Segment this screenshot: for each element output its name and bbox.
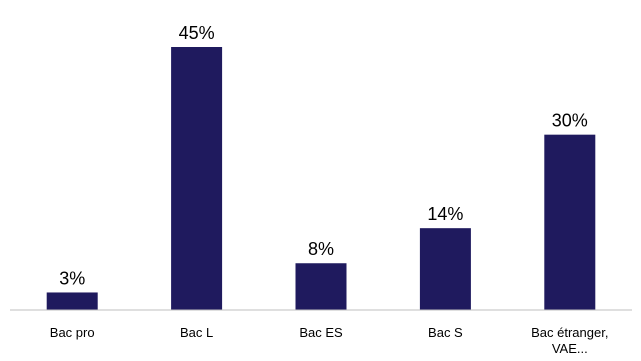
category-label: Bac ES [299,325,343,340]
value-label: 45% [179,23,215,43]
category-label: Bac étranger, [531,325,608,340]
value-label: 14% [427,204,463,224]
bar [46,292,98,310]
bar [295,263,347,310]
bars-group [46,47,596,310]
bar [419,228,471,310]
category-label: Bac L [180,325,213,340]
category-label: Bac pro [50,325,95,340]
bar [544,134,596,310]
bar [171,47,223,310]
value-labels-group: 3% 45% 8% 14% 30% [59,23,588,288]
category-label: Bac S [428,325,463,340]
category-label: VAE... [552,341,588,356]
value-label: 3% [59,268,85,288]
category-labels-group: Bac pro Bac L Bac ES Bac S Bac étranger,VAE.… [50,325,609,356]
value-label: 30% [552,111,588,131]
value-label: 8% [308,239,334,259]
